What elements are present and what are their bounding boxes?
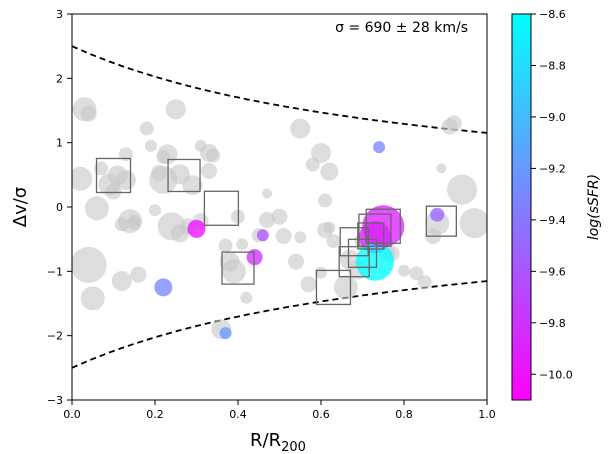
gray-point bbox=[275, 227, 292, 244]
gray-point bbox=[139, 121, 154, 136]
gray-point bbox=[271, 208, 288, 225]
square-marker bbox=[338, 246, 370, 278]
gray-point bbox=[111, 270, 132, 291]
gray-point bbox=[294, 231, 307, 244]
gray-point bbox=[417, 275, 432, 290]
colorbar-tick-label: −9.0 bbox=[539, 111, 566, 124]
colorbar-tick-label: −9.4 bbox=[539, 214, 566, 227]
x-tick-label: 1.0 bbox=[478, 408, 496, 421]
sigma-annotation: σ = 690 ± 28 km/s bbox=[335, 20, 468, 36]
gray-point bbox=[236, 238, 249, 251]
square-marker bbox=[315, 269, 352, 306]
gray-point bbox=[72, 246, 107, 283]
gray-point bbox=[80, 286, 105, 311]
gray-point bbox=[105, 183, 122, 200]
gray-point bbox=[118, 147, 133, 162]
caustic-lower-line bbox=[72, 280, 487, 369]
gray-point bbox=[128, 214, 141, 227]
y-tick-label: −2 bbox=[47, 330, 63, 343]
colorbar-tick-label: −9.2 bbox=[539, 162, 566, 175]
colorbar bbox=[511, 13, 532, 401]
x-tick-label: 0.2 bbox=[146, 408, 164, 421]
x-tick-label: 0.0 bbox=[63, 408, 81, 421]
caustic-upper-line bbox=[72, 45, 487, 134]
colorbar-label: log(sSFR) bbox=[586, 174, 602, 240]
y-tick-label: −3 bbox=[47, 394, 63, 407]
square-marker bbox=[425, 205, 458, 237]
gray-point bbox=[311, 142, 331, 163]
y-tick-label: 0 bbox=[56, 201, 63, 214]
gray-point bbox=[320, 162, 339, 181]
gray-point bbox=[288, 253, 305, 270]
square-marker bbox=[357, 222, 385, 250]
gray-point bbox=[262, 188, 273, 199]
square-marker bbox=[167, 158, 201, 193]
square-marker bbox=[358, 213, 392, 247]
gray-point bbox=[445, 115, 462, 132]
square-marker bbox=[365, 208, 401, 244]
gray-point bbox=[447, 174, 478, 205]
y-tick-label: −1 bbox=[47, 265, 63, 278]
gray-point bbox=[144, 139, 157, 152]
gray-point bbox=[221, 259, 246, 284]
gray-point bbox=[115, 169, 136, 190]
gray-point bbox=[409, 266, 424, 281]
gray-point bbox=[318, 193, 333, 208]
square-marker bbox=[347, 238, 378, 268]
gray-point bbox=[323, 221, 336, 234]
gray-point bbox=[94, 161, 109, 176]
colored-point bbox=[256, 229, 269, 242]
plot-frame bbox=[71, 13, 488, 401]
gray-point bbox=[80, 105, 97, 122]
square-marker bbox=[95, 157, 132, 194]
gray-point bbox=[315, 266, 327, 279]
colorbar-tick-label: −8.8 bbox=[539, 59, 566, 72]
x-tick-label: 0.8 bbox=[395, 408, 413, 421]
plot-area bbox=[72, 45, 487, 369]
gray-point bbox=[398, 264, 410, 277]
gray-point bbox=[436, 163, 447, 174]
gray-point bbox=[182, 175, 203, 196]
colored-point bbox=[154, 278, 173, 297]
gray-point bbox=[200, 162, 217, 179]
colorbar-tick-label: −10.0 bbox=[539, 368, 573, 381]
gray-point bbox=[300, 276, 317, 293]
x-axis-label: R/R200 bbox=[250, 430, 306, 454]
gray-point bbox=[459, 208, 487, 239]
y-tick-label: 3 bbox=[56, 8, 63, 21]
gray-point bbox=[259, 211, 276, 228]
colored-point bbox=[373, 141, 386, 154]
colored-point bbox=[219, 327, 232, 340]
colorbar-tick-label: −9.6 bbox=[539, 265, 566, 278]
gray-point bbox=[290, 118, 311, 139]
colorbar-tick-label: −9.8 bbox=[539, 317, 566, 330]
gray-point bbox=[206, 148, 221, 163]
colored-point bbox=[430, 207, 445, 222]
square-marker bbox=[221, 251, 255, 285]
gray-point bbox=[326, 234, 341, 249]
x-axis-label-subscript: 200 bbox=[281, 440, 306, 454]
gray-point bbox=[165, 99, 186, 120]
x-tick-label: 0.4 bbox=[229, 408, 247, 421]
gray-point bbox=[84, 196, 109, 221]
gray-point bbox=[240, 291, 253, 304]
colorbar-ticks: −8.6 −8.8 −9.0 −9.2 −9.4 −9.6 −9.8 −10.0 bbox=[531, 8, 573, 381]
square-marker bbox=[339, 227, 369, 257]
x-tick-label: 0.6 bbox=[312, 408, 330, 421]
square-marker bbox=[203, 190, 240, 226]
y-axis-label: Δv/σ bbox=[10, 187, 31, 227]
gray-point bbox=[72, 166, 93, 191]
gray-point bbox=[130, 266, 147, 283]
colored-point bbox=[187, 219, 206, 238]
y-tick-label: 1 bbox=[56, 137, 63, 150]
y-tick-label: 2 bbox=[56, 72, 63, 85]
colored-point bbox=[355, 242, 394, 281]
colorbar-tick-label: −8.6 bbox=[539, 8, 566, 21]
gray-point bbox=[333, 275, 358, 300]
axes: 0.0 0.2 0.4 0.6 0.8 1.0 −3 −2 −1 0 1 2 3 bbox=[47, 8, 496, 421]
gray-point bbox=[149, 204, 161, 217]
gray-point bbox=[218, 238, 233, 253]
